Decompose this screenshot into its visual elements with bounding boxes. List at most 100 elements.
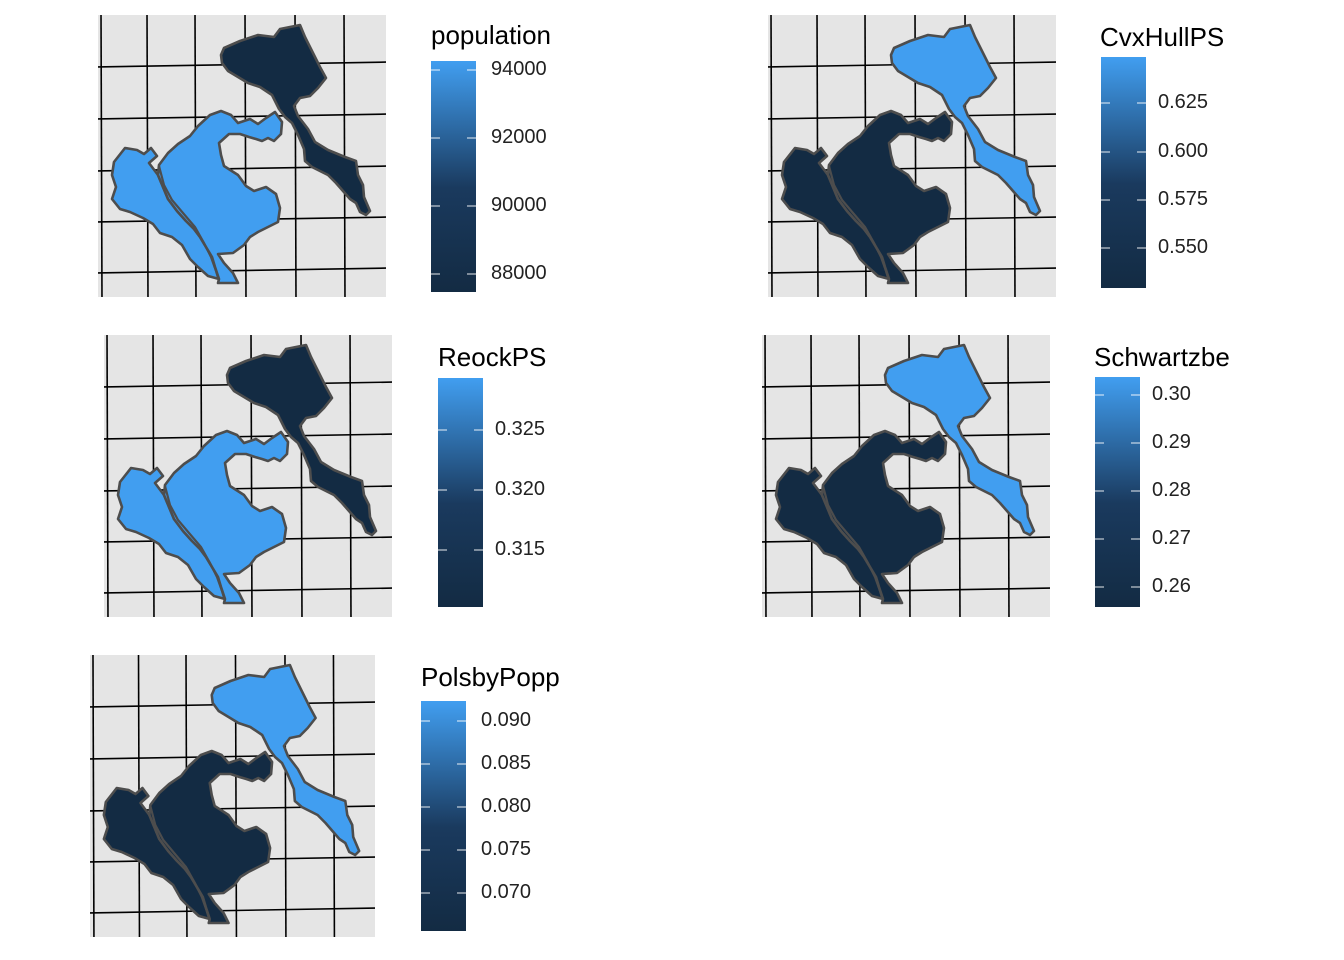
legend-tick (474, 549, 483, 551)
legend-tick (1095, 442, 1104, 444)
legend-tick (1101, 102, 1110, 104)
district-map (762, 335, 1050, 617)
legend-title: ReockPS (438, 342, 547, 372)
district-boundary (821, 485, 885, 602)
legend-tick-label: 0.080 (481, 795, 532, 817)
legend-tick (1131, 394, 1140, 396)
legend-tick-label: 0.085 (481, 752, 532, 774)
district-north (883, 343, 1036, 537)
legend-title: population (431, 20, 551, 50)
legend-tick (457, 849, 466, 851)
legend-tick (457, 763, 466, 765)
legend-tick (421, 763, 430, 765)
graticule-parallel (90, 753, 375, 760)
district-map (90, 655, 375, 937)
graticule-meridian (100, 15, 103, 297)
legend-tick (457, 720, 466, 722)
graticule-meridian (106, 335, 109, 617)
legend-tick (1095, 490, 1104, 492)
legend-tick-label: 0.325 (495, 418, 546, 440)
legend-tick-label: 0.29 (1152, 431, 1191, 453)
graticule-meridian (92, 655, 95, 937)
district-north (889, 23, 1042, 217)
legend-tick (467, 205, 476, 207)
district-boundary (157, 165, 221, 282)
district-map (768, 15, 1056, 297)
legend-title: CvxHullPS (1100, 22, 1225, 52)
color-scale-bar (1095, 377, 1140, 607)
legend-tick (421, 892, 430, 894)
legend-tick-label: 0.625 (1158, 91, 1209, 113)
legend-tick-label: 0.600 (1158, 140, 1209, 162)
legend-tick-label: 94000 (491, 58, 547, 80)
legend-tick (1101, 199, 1110, 201)
graticule-meridian (764, 335, 767, 617)
district-boundary (827, 165, 891, 282)
legend-tick-label: 90000 (491, 194, 547, 216)
legend-tick-label: 0.070 (481, 881, 532, 903)
legend-tick (1137, 247, 1146, 249)
district-north (225, 343, 378, 537)
map-area (98, 15, 386, 297)
legend-tick (431, 137, 440, 139)
legend-tick (438, 549, 447, 551)
legend-tick-label: 0.27 (1152, 527, 1191, 549)
legend-tick (457, 892, 466, 894)
legend-tick (1131, 442, 1140, 444)
graticule-parallel (98, 267, 386, 274)
district-north (210, 663, 361, 857)
legend-tick (1095, 394, 1104, 396)
legend-title: PolsbyPopp (421, 662, 560, 692)
legend-tick-label: 88000 (491, 262, 547, 284)
map-area (762, 335, 1050, 617)
legend-tick-label: 0.315 (495, 538, 546, 560)
color-scale-bar (421, 701, 466, 931)
legend-tick-label: 0.075 (481, 838, 532, 860)
legend-tick (1137, 102, 1146, 104)
color-scale-bar (438, 378, 483, 607)
graticule-meridian (770, 15, 773, 297)
legend-tick (1131, 586, 1140, 588)
legend-tick (421, 806, 430, 808)
graticule-parallel (762, 587, 1050, 594)
legend-tick (431, 205, 440, 207)
legend-tick (431, 69, 440, 71)
legend-tick-label: 0.575 (1158, 188, 1209, 210)
legend-tick (1131, 538, 1140, 540)
legend-tick (474, 489, 483, 491)
legend-tick-label: 0.28 (1152, 479, 1191, 501)
legend-tick (467, 69, 476, 71)
legend-tick (467, 273, 476, 275)
map-area (104, 335, 392, 617)
district-map (104, 335, 392, 617)
graticule-parallel (98, 113, 386, 120)
legend-tick (467, 137, 476, 139)
legend-tick (1101, 151, 1110, 153)
legend-tick (421, 720, 430, 722)
legend-tick (1095, 586, 1104, 588)
legend-tick-label: 0.550 (1158, 236, 1209, 258)
graticule-parallel (768, 113, 1056, 120)
legend-tick-label: 0.30 (1152, 383, 1191, 405)
legend-tick (1137, 151, 1146, 153)
legend-tick (1131, 490, 1140, 492)
legend-tick (457, 806, 466, 808)
legend-tick (431, 273, 440, 275)
district-boundary (163, 485, 227, 602)
legend-tick-label: 0.26 (1152, 575, 1191, 597)
map-area (768, 15, 1056, 297)
legend-tick-label: 0.320 (495, 478, 546, 500)
legend-tick (1101, 247, 1110, 249)
legend-tick (1137, 199, 1146, 201)
color-scale-bar (431, 61, 476, 292)
legend-tick (1095, 538, 1104, 540)
map-area (90, 655, 375, 937)
graticule-parallel (768, 267, 1056, 274)
district-map (98, 15, 386, 297)
graticule-parallel (104, 433, 392, 440)
legend-tick-label: 92000 (491, 126, 547, 148)
district-boundary (149, 805, 211, 922)
legend-tick-label: 0.090 (481, 709, 532, 731)
color-scale-bar (1101, 57, 1146, 288)
legend-tick (474, 429, 483, 431)
